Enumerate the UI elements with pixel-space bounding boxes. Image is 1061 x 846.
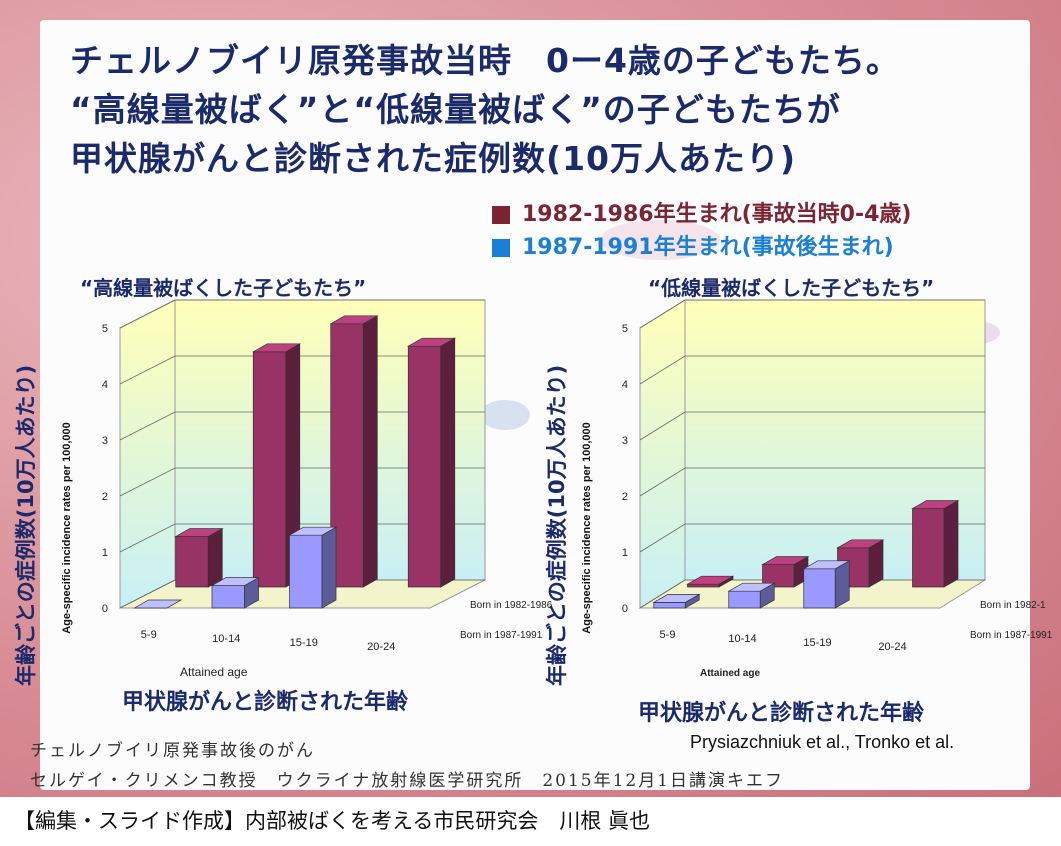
left-gridline — [119, 579, 485, 609]
left-bar-top — [288, 526, 338, 536]
right-side-wall — [639, 299, 686, 609]
title-line-1: チェルノブイリ原発事故当時 0ー4歳の子どもたち。 — [70, 41, 900, 80]
title-line-3: 甲状腺がんと診断された症例数(10万人あたり) — [70, 139, 797, 178]
footer-source-line-1: チェルノブイリ原発事故後のがん — [30, 741, 315, 761]
left-gridline — [119, 355, 485, 385]
right-y-tick-label: 5 — [622, 323, 628, 335]
legend-item-1982: 1982-1986年生まれ(事故当時0-4歳) — [492, 196, 911, 228]
left-chart-group: 0 1 2 3 4 5 Age-specific incidence rates per 1… — [61, 299, 553, 679]
right-bar-front — [912, 508, 945, 588]
legend-label-1987: 1987-1991年生まれ(事故後生まれ) — [522, 235, 894, 260]
left-gridline — [119, 523, 485, 553]
right-x-axis-label: Attained age — [700, 668, 760, 679]
left-gridline — [119, 467, 485, 497]
right-y-tick-label: 2 — [622, 491, 628, 503]
title-line-2: “高線量被ばく”と“低線量被ばく”の子どもたちが — [70, 90, 841, 129]
right-y-tick-label: 4 — [622, 379, 628, 391]
right-gridline — [639, 467, 985, 497]
left-bar-top — [329, 315, 379, 325]
left-gridline — [119, 411, 485, 441]
left-bar-side — [440, 337, 456, 588]
left-bar-top — [406, 337, 457, 347]
right-chart-group: 0 1 2 3 4 5 Age-specific incidence rates per 1… — [581, 299, 1053, 679]
right-bar-front — [653, 602, 686, 609]
left-y-tick-label: 3 — [102, 435, 108, 447]
left-bar-top — [251, 343, 302, 353]
legend-swatch-1987 — [492, 239, 510, 257]
left-bar-front — [289, 534, 323, 609]
right-bar-top — [761, 556, 810, 565]
right-bar-front — [728, 590, 761, 609]
right-bar-top — [686, 575, 735, 585]
legend-label-1982: 1982-1986年生まれ(事故当時0-4歳) — [522, 202, 912, 227]
right-x-tick-label: 20-24 — [878, 641, 906, 653]
right-bar-top — [836, 539, 885, 549]
left-y-tick-label: 2 — [102, 491, 108, 503]
left-x-tick-label: 5-9 — [141, 629, 157, 641]
right-y-tick-label: 3 — [622, 435, 628, 447]
left-x-tick-label: 15-19 — [290, 637, 318, 649]
ink-splash-decoration — [480, 400, 530, 430]
left-bar-side — [362, 315, 378, 588]
left-bar-front — [252, 351, 287, 588]
left-x-axis-label-jp: 甲状腺がんと診断された年齢 — [122, 690, 409, 715]
right-gridline — [639, 299, 985, 329]
left-bar-top — [174, 528, 224, 537]
right-gridline — [639, 523, 985, 553]
right-bar-front — [803, 568, 836, 609]
right-bar-top — [652, 594, 701, 603]
right-gridline — [639, 411, 985, 441]
citation: Prysiazchniuk et al., Tronko et al. — [690, 732, 955, 752]
left-bar-top — [210, 577, 260, 586]
left-bar-front — [407, 345, 442, 588]
left-panel-title: “高線量被ばくした子どもたち” — [80, 276, 367, 300]
right-panel-title: “低線量被ばくした子どもたち” — [648, 276, 935, 300]
left-bar-top — [133, 599, 183, 609]
right-series-label: Born in 1987-1991 — [970, 630, 1053, 641]
right-bar-side — [943, 499, 959, 588]
right-series-label: Born in 1982-1 — [980, 600, 1046, 611]
left-series-label: Born in 1987-1991 — [460, 630, 543, 641]
left-y-tick-label: 1 — [102, 547, 108, 559]
right-x-axis-label-jp: 甲状腺がんと診断された年齢 — [638, 701, 925, 726]
right-x-tick-label: 5-9 — [660, 629, 676, 641]
left-gridline — [119, 299, 485, 329]
left-bar-front — [211, 585, 245, 609]
left-bar-side — [207, 527, 223, 588]
left-y-tick-label: 5 — [102, 323, 108, 335]
left-y-axis-label: Age-specific incidence rates per 100,000 — [61, 422, 73, 634]
right-y-tick-label: 0 — [622, 603, 628, 615]
left-series-label: Born in 1982-1986 — [470, 600, 553, 611]
left-side-wall — [119, 299, 176, 609]
right-x-tick-label: 15-19 — [803, 637, 831, 649]
right-bar-top — [727, 582, 776, 592]
right-y-axis-label: Age-specific incidence rates per 100,000 — [581, 422, 593, 634]
ink-splash-decoration — [600, 220, 720, 260]
right-bar-front — [687, 583, 720, 588]
right-y-tick-label: 1 — [622, 547, 628, 559]
left-x-tick-label: 20-24 — [367, 641, 395, 653]
credit-line: 【編集・スライド作成】内部被ばくを考える市民研究会 川根 眞也 — [14, 809, 651, 833]
left-x-tick-label: 10-14 — [212, 633, 240, 645]
footer-source-line-2: セルゲイ・クリメンコ教授 ウクライナ放射線医学研究所 2015年12月1日講演キ… — [30, 771, 785, 791]
left-x-axis-label: Attained age — [180, 665, 248, 679]
right-gridline — [639, 579, 985, 609]
legend-swatch-1982 — [492, 206, 510, 224]
left-y-tick-label: 0 — [102, 603, 108, 615]
right-x-tick-label: 10-14 — [728, 633, 756, 645]
right-bar-top — [911, 500, 960, 509]
left-bar-front — [175, 536, 209, 588]
right-gridline — [639, 355, 985, 385]
left-y-tick-label: 4 — [102, 379, 108, 391]
left-bar-side — [321, 526, 337, 609]
legend-item-1987: 1987-1991年生まれ(事故後生まれ) — [492, 229, 894, 261]
right-bar-top — [802, 560, 851, 570]
